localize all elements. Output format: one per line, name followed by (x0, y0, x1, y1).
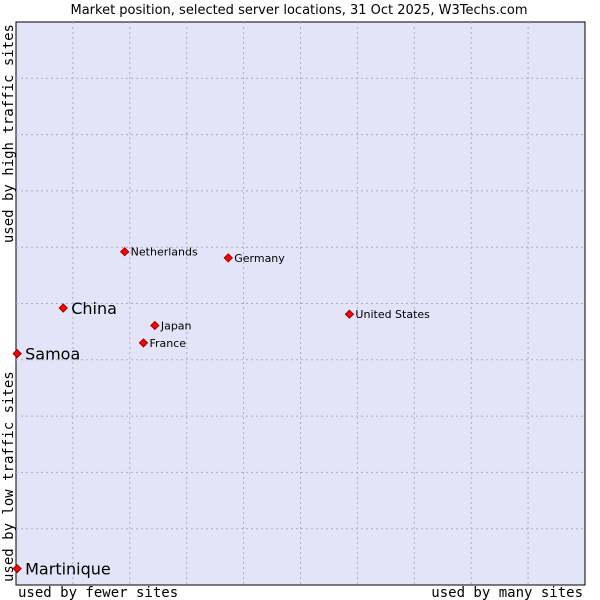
data-label-japan: Japan (160, 319, 192, 332)
data-label-france: France (149, 337, 186, 350)
data-label-samoa: Samoa (25, 345, 80, 364)
data-label-united-states: United States (355, 308, 430, 321)
y-axis-label-top: used by high traffic sites (1, 24, 17, 243)
data-point-martinique[interactable] (12, 563, 22, 574)
x-axis-label-right: used by many sites (431, 585, 583, 600)
data-point-united-states[interactable] (344, 309, 355, 319)
y-axis-label-bottom: used by low traffic sites (1, 371, 17, 582)
x-axis-label-left: used by fewer sites (18, 585, 178, 600)
data-point-samoa[interactable] (12, 348, 22, 359)
data-point-germany[interactable] (223, 253, 233, 263)
data-point-netherlands[interactable] (119, 246, 130, 257)
data-point-japan[interactable] (150, 320, 160, 331)
data-point-china[interactable] (58, 303, 68, 313)
chart-title: Market position, selected server locatio… (70, 3, 527, 18)
data-label-netherlands: Netherlands (131, 246, 198, 259)
data-points: Netherlands Germany China United States Japa… (12, 246, 430, 579)
data-label-martinique: Martinique (25, 560, 111, 579)
grid (16, 22, 585, 585)
data-label-germany: Germany (234, 252, 285, 265)
data-point-france[interactable] (138, 338, 149, 348)
data-label-china: China (71, 299, 117, 318)
